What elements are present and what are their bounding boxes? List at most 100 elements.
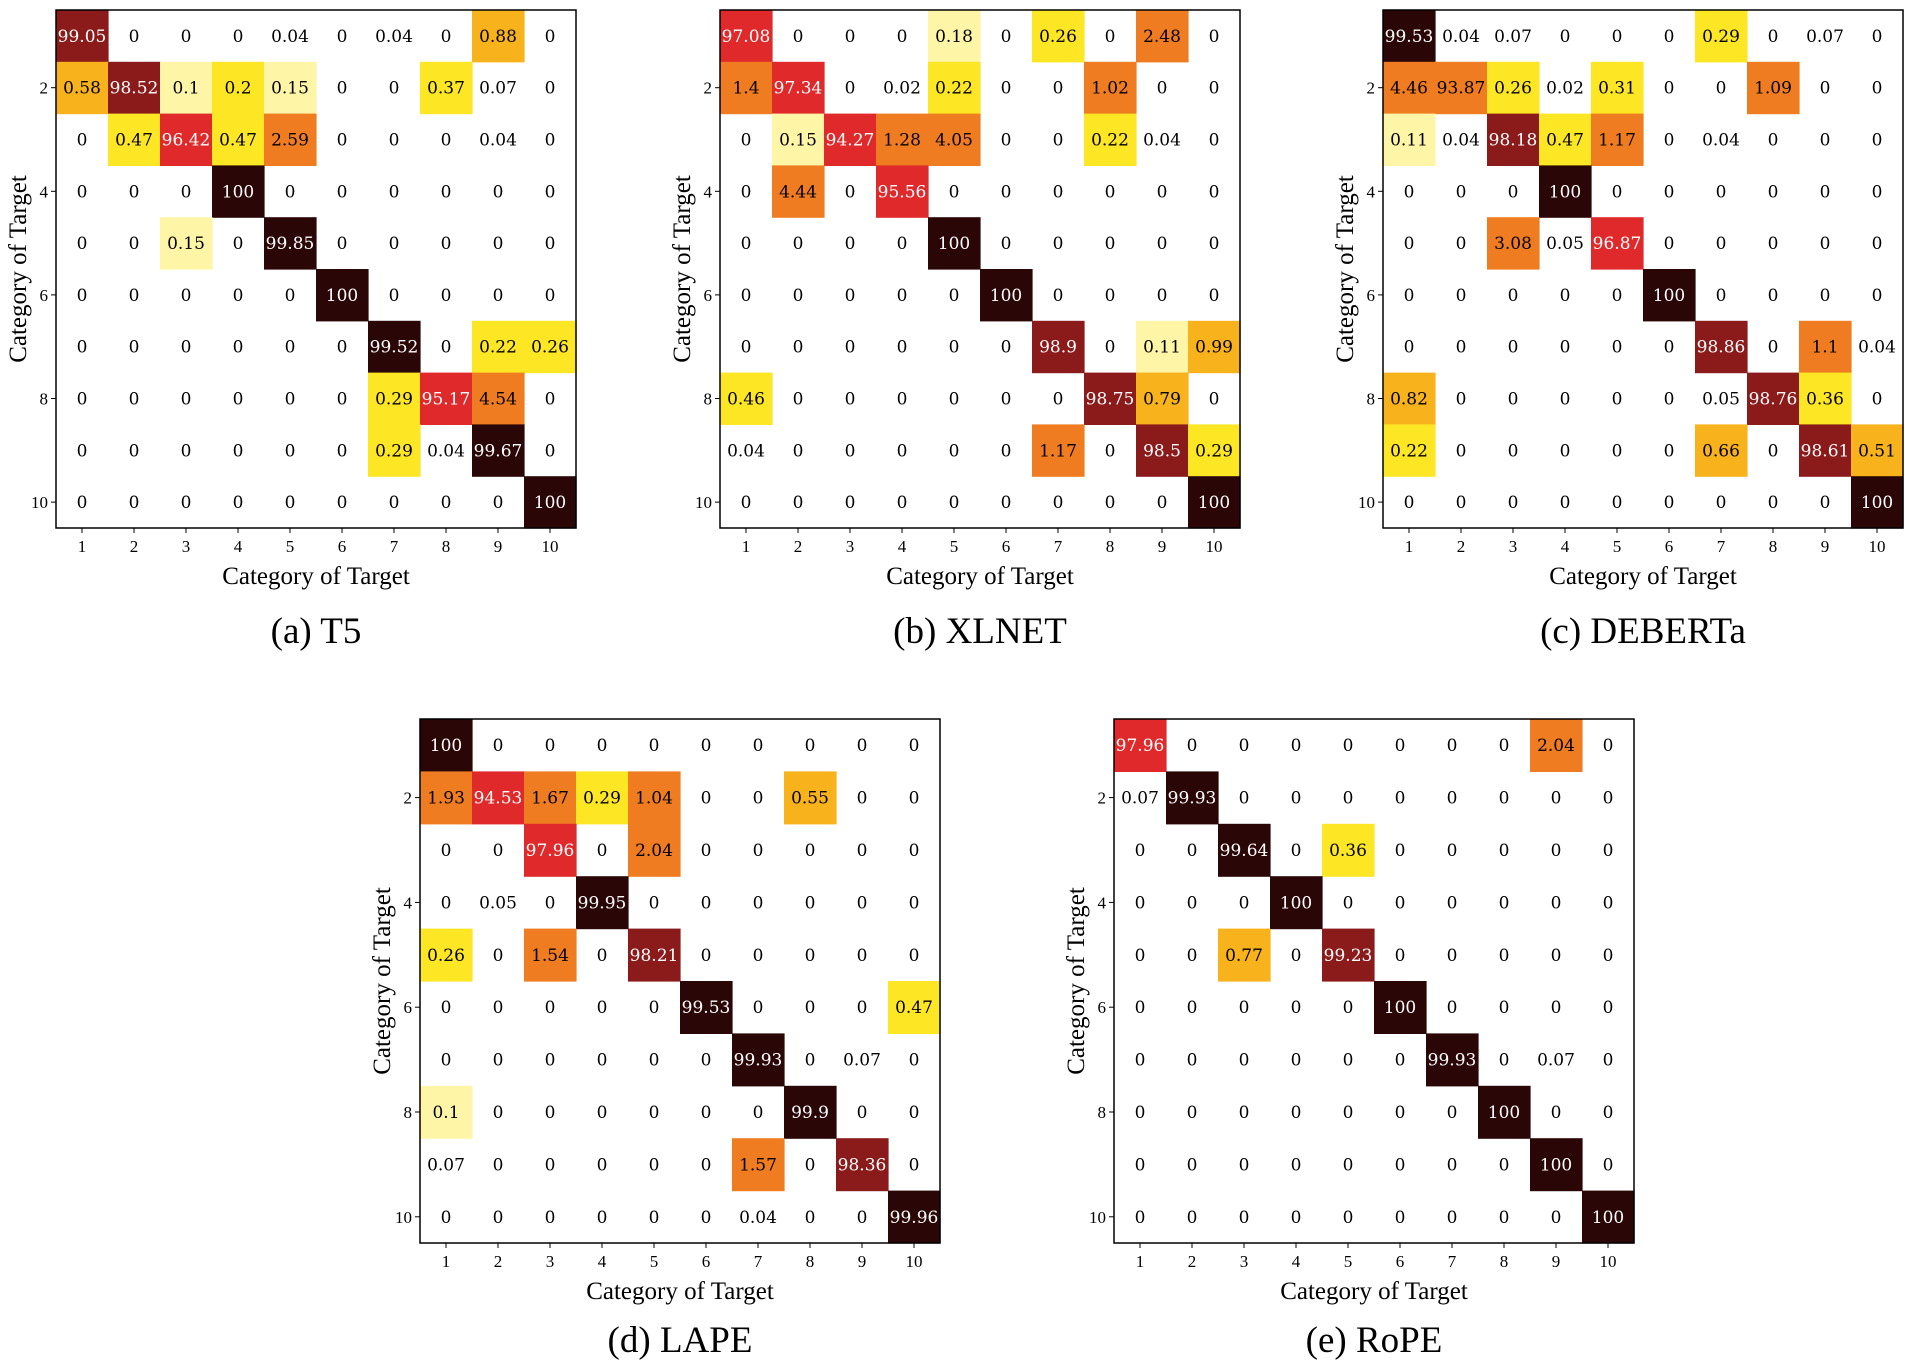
heatmap-cell (1188, 320, 1241, 374)
heatmap-cell (1322, 823, 1375, 877)
y-axis-title: Category of Target (369, 887, 396, 1075)
cell-value-label: 0.47 (219, 131, 257, 151)
cell-value-label: 0 (1551, 946, 1562, 966)
cell-value-label: 0 (1404, 182, 1415, 202)
cell-value-label: 0 (1820, 286, 1831, 306)
cell-value-label: 0 (793, 27, 804, 47)
cell-value-label: 0 (1551, 893, 1562, 913)
heatmap-cell (1799, 320, 1852, 374)
cell-value-label: 0 (1872, 234, 1883, 254)
cell-value-label: 0 (1499, 841, 1510, 861)
cell-value-label: 0 (649, 1051, 660, 1071)
heatmap-cell (576, 771, 629, 825)
heatmap-cell (1539, 165, 1592, 218)
y-tick-label: 8 (1367, 390, 1376, 409)
heatmap-cell (1084, 61, 1137, 115)
x-tick-label: 1 (78, 537, 87, 556)
cell-value-label: 0 (845, 79, 856, 99)
cell-value-label: 0 (741, 234, 752, 254)
heatmap-cell (576, 876, 629, 930)
heatmap-cell (524, 476, 577, 529)
cell-value-label: 0 (1768, 182, 1779, 202)
y-tick-label: 4 (40, 182, 49, 201)
cell-value-label: 0 (1395, 1208, 1406, 1228)
cell-value-label: 0 (909, 1051, 920, 1071)
cell-value-label: 98.5 (1143, 441, 1181, 461)
heatmap-cell (1539, 113, 1592, 166)
cell-value-label: 1.04 (635, 789, 673, 809)
cell-value-label: 0 (1291, 1103, 1302, 1123)
cell-value-label: 0 (1343, 736, 1354, 756)
cell-value-label: 0.18 (935, 27, 973, 47)
heatmap-panel: 99.05 0 0 0 0.04 0 0.04 0 0.88 0 0.58 98.52 0.1 0.2 0.… (5, 9, 577, 652)
x-tick-label: 4 (1292, 1252, 1301, 1271)
y-tick-label: 10 (695, 493, 712, 512)
x-tick-label: 6 (1665, 537, 1674, 556)
y-tick-label: 10 (31, 493, 48, 512)
cell-value-label: 0 (1135, 998, 1146, 1018)
y-tick-label: 6 (704, 286, 713, 305)
cell-value-label: 0.29 (1195, 441, 1233, 461)
cell-value-label: 0.88 (479, 27, 517, 47)
heatmap-cell (1032, 424, 1085, 477)
cell-value-label: 99.52 (370, 338, 419, 358)
heatmap-cell (1032, 320, 1085, 374)
cell-value-label: 0 (1499, 1051, 1510, 1071)
heatmap-cell (316, 269, 369, 322)
cell-value-label: 1.54 (531, 946, 569, 966)
heatmap-cell (212, 61, 265, 115)
cell-value-label: 100 (990, 286, 1022, 306)
cell-value-label: 0 (129, 234, 140, 254)
heatmap-cell (420, 928, 473, 982)
cell-value-label: 0 (389, 182, 400, 202)
cell-value-label: 1.1 (1811, 338, 1838, 358)
cell-value-label: 0 (1820, 79, 1831, 99)
heatmap-cell (472, 372, 525, 425)
x-tick-label: 7 (1054, 537, 1063, 556)
cell-value-label: 100 (1488, 1103, 1520, 1123)
x-tick-label: 10 (1600, 1252, 1617, 1271)
plot-frame (419, 718, 941, 1244)
cell-value-label: 0 (857, 1208, 868, 1228)
cell-value-label: 0 (1209, 27, 1220, 47)
cell-value-label: 0 (1872, 27, 1883, 47)
cell-value-label: 97.34 (774, 79, 823, 99)
cell-value-label: 0 (1716, 286, 1727, 306)
cell-value-label: 0 (337, 79, 348, 99)
cell-value-label: 2.04 (635, 841, 673, 861)
cell-value-label: 0 (493, 182, 504, 202)
cell-value-label: 0 (1001, 79, 1012, 99)
cell-value-label: 0 (1447, 736, 1458, 756)
heatmap-cell (1695, 320, 1748, 374)
cell-value-label: 0 (909, 946, 920, 966)
panel-caption: (d) LAPE (608, 1320, 753, 1361)
y-axis-title: Category of Target (1063, 887, 1090, 1075)
x-tick-label: 3 (182, 537, 191, 556)
cell-value-label: 0 (909, 789, 920, 809)
cell-value-label: 0 (1499, 736, 1510, 756)
cell-value-label: 0 (805, 1208, 816, 1228)
heatmap-cell (1136, 424, 1189, 477)
cell-value-label: 0 (545, 79, 556, 99)
cell-value-label: 0 (753, 893, 764, 913)
x-tick-label: 1 (1405, 537, 1414, 556)
heatmap-cell (1136, 372, 1189, 425)
cell-value-label: 0 (1508, 286, 1519, 306)
cell-value-label: 1.17 (1039, 441, 1077, 461)
cell-value-label: 0 (77, 234, 88, 254)
cell-value-label: 0 (1291, 998, 1302, 1018)
cell-value-label: 0 (909, 1103, 920, 1123)
cell-value-label: 0 (1239, 1103, 1250, 1123)
cell-value-label: 98.61 (1801, 441, 1850, 461)
cell-value-label: 0 (793, 338, 804, 358)
cell-value-label: 0 (845, 234, 856, 254)
cell-value-label: 0 (597, 1051, 608, 1071)
cell-value-label: 0 (1135, 946, 1146, 966)
heatmap-cell (1530, 1138, 1583, 1192)
cell-value-label: 0 (1209, 79, 1220, 99)
cell-value-label: 1.93 (427, 789, 465, 809)
cell-value-label: 98.75 (1086, 390, 1135, 410)
heatmap-cell (628, 823, 681, 877)
cell-value-label: 0 (1395, 1103, 1406, 1123)
cell-value-label: 0 (1291, 1155, 1302, 1175)
